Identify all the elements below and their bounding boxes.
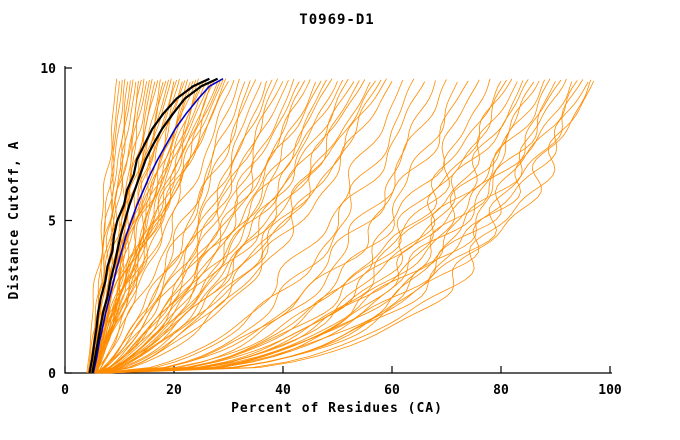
prediction-curve — [98, 80, 322, 374]
y-axis-label: Distance Cutoff, A — [7, 141, 22, 300]
prediction-curve — [100, 81, 518, 374]
y-tick-label: 10 — [40, 62, 56, 77]
prediction-curve — [99, 81, 300, 374]
prediction-curve — [98, 78, 387, 374]
prediction-curve — [98, 81, 262, 374]
prediction-curve — [104, 81, 458, 374]
prediction-curve — [106, 78, 551, 374]
prediction-curve — [102, 79, 447, 374]
x-tick-label: 100 — [598, 383, 622, 398]
prediction-curve — [100, 78, 415, 374]
prediction-curve — [99, 78, 278, 374]
prediction-curve — [103, 81, 426, 374]
prediction-curve — [97, 80, 376, 374]
prediction-curve — [97, 80, 306, 374]
prediction-curve — [99, 80, 469, 374]
prediction-curve — [97, 81, 218, 374]
prediction-curve — [102, 81, 393, 374]
x-axis-label: Percent of Residues (CA) — [231, 401, 443, 416]
prediction-curve — [103, 80, 578, 374]
chart-title: T0969-D1 — [299, 12, 374, 28]
prediction-curve — [98, 79, 289, 374]
x-tick-label: 20 — [166, 383, 182, 398]
prediction-curve — [97, 79, 404, 374]
prediction-curve — [98, 79, 366, 374]
prediction-curve — [92, 80, 221, 374]
blue-highlight-curve — [92, 78, 224, 374]
prediction-curve — [107, 79, 584, 374]
prediction-curve — [94, 79, 311, 374]
prediction-curve — [93, 80, 229, 374]
y-tick-label: 5 — [48, 215, 56, 230]
prediction-curve — [96, 78, 295, 374]
prediction-curve — [100, 81, 371, 374]
prediction-curve — [102, 79, 507, 374]
prediction-curve — [86, 78, 118, 374]
prediction-curve — [94, 80, 267, 374]
prediction-curve — [98, 80, 436, 374]
black-highlight-curve — [91, 77, 219, 374]
x-tick-label: 40 — [275, 383, 291, 398]
prediction-curve — [104, 81, 573, 374]
prediction-curve — [103, 80, 594, 374]
prediction-curve — [91, 80, 194, 374]
prediction-curve — [101, 79, 545, 374]
prediction-curve — [99, 81, 355, 374]
y-tick-label: 0 — [48, 367, 56, 382]
prediction-curve — [105, 81, 589, 374]
prediction-curve — [92, 79, 235, 374]
prediction-curve — [105, 80, 502, 374]
x-tick-label: 80 — [493, 383, 509, 398]
prediction-curve — [102, 80, 360, 374]
prediction-curve — [100, 79, 344, 374]
prediction-curve — [102, 79, 529, 374]
prediction-curve — [102, 79, 562, 374]
prediction-curve — [95, 79, 224, 374]
prediction-curve — [97, 81, 246, 374]
black-highlight-curve — [88, 77, 210, 374]
prediction-curve — [106, 78, 567, 374]
prediction-curve — [94, 81, 148, 374]
prediction-curve — [103, 78, 513, 374]
prediction-curve — [103, 80, 540, 374]
x-tick-label: 60 — [384, 383, 400, 398]
prediction-curve — [91, 80, 123, 374]
prediction-curve — [95, 81, 284, 374]
prediction-curve — [103, 79, 480, 374]
prediction-curve — [96, 79, 273, 374]
prediction-curve — [95, 79, 257, 374]
x-tick-label: 0 — [61, 383, 69, 398]
prediction-curve — [99, 78, 333, 374]
prediction-curve — [108, 79, 592, 374]
prediction-curve — [94, 79, 205, 374]
